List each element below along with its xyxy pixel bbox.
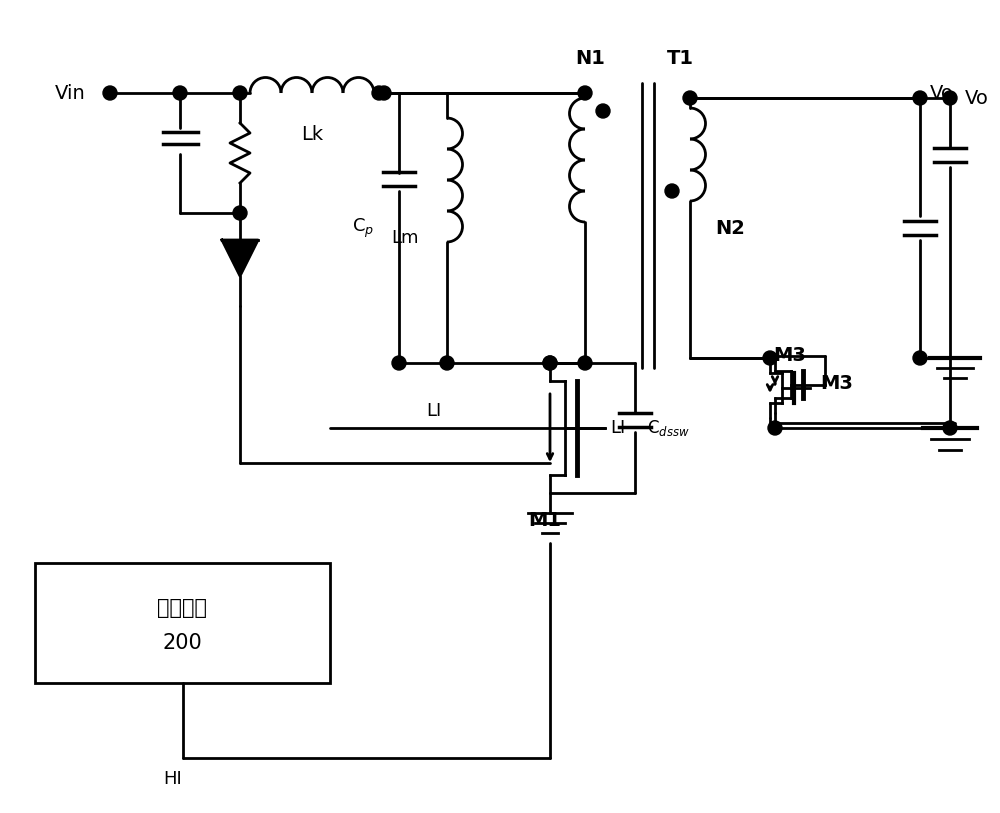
Circle shape (173, 86, 187, 100)
Text: 200: 200 (163, 633, 202, 653)
Bar (35, 563, 330, 683)
Circle shape (233, 206, 247, 220)
Circle shape (943, 91, 957, 105)
Circle shape (377, 86, 391, 100)
Circle shape (768, 421, 782, 435)
Text: T1: T1 (667, 49, 694, 68)
Text: Vo: Vo (930, 84, 954, 102)
Text: LI: LI (610, 419, 625, 437)
Text: Lk: Lk (301, 125, 323, 144)
Text: Lm: Lm (392, 229, 419, 247)
Text: 控制电路: 控制电路 (158, 598, 208, 618)
Circle shape (683, 91, 697, 105)
Text: M3: M3 (774, 346, 806, 364)
Circle shape (543, 356, 557, 370)
Text: LI: LI (426, 402, 441, 420)
Circle shape (440, 356, 454, 370)
Text: M1: M1 (528, 511, 562, 530)
Circle shape (578, 86, 592, 100)
Circle shape (372, 86, 386, 100)
Circle shape (913, 91, 927, 105)
Circle shape (763, 351, 777, 365)
Text: N2: N2 (715, 219, 745, 237)
Circle shape (103, 86, 117, 100)
Text: N1: N1 (575, 49, 605, 68)
Text: C$_p$: C$_p$ (352, 216, 374, 240)
Circle shape (665, 184, 679, 198)
Circle shape (596, 104, 610, 118)
Circle shape (578, 356, 592, 370)
Text: M3: M3 (820, 373, 853, 393)
Circle shape (943, 421, 957, 435)
Circle shape (392, 356, 406, 370)
Circle shape (543, 356, 557, 370)
Text: HI: HI (163, 770, 182, 788)
Text: Vo: Vo (965, 89, 989, 107)
Text: C$_{dssw}$: C$_{dssw}$ (647, 418, 690, 438)
Text: Vin: Vin (55, 84, 86, 102)
Circle shape (913, 351, 927, 365)
Circle shape (233, 86, 247, 100)
Polygon shape (222, 240, 258, 276)
